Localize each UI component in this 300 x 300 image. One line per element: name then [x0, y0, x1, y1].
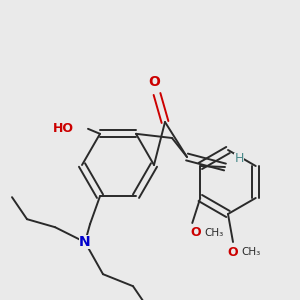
Text: O: O	[148, 75, 160, 89]
Text: CH₃: CH₃	[205, 228, 224, 238]
Text: CH₃: CH₃	[242, 247, 261, 257]
Text: N: N	[79, 235, 91, 249]
Text: O: O	[190, 226, 201, 239]
Text: HO: HO	[53, 122, 74, 135]
Text: O: O	[228, 245, 238, 259]
Text: H: H	[234, 152, 244, 166]
